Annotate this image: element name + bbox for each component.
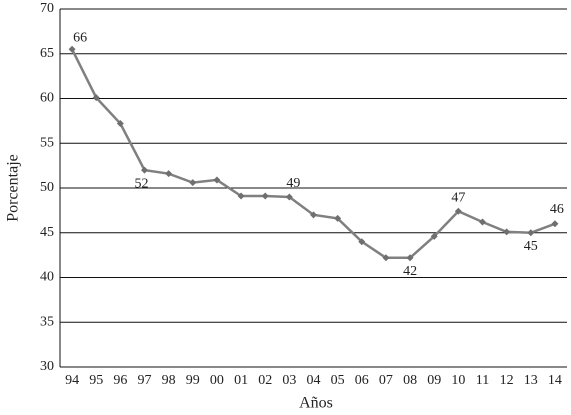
data-point	[141, 166, 148, 174]
y-tick-label: 45	[40, 225, 54, 240]
data-point	[430, 232, 438, 240]
y-tick-label: 60	[40, 91, 54, 106]
x-tick-label: 12	[500, 373, 514, 388]
x-tick-label: 13	[524, 373, 538, 388]
data-label: 45	[524, 239, 538, 254]
x-tick-label: 06	[355, 373, 369, 388]
data-point	[382, 254, 390, 262]
data-point	[479, 218, 486, 226]
x-tick-label: 08	[403, 373, 417, 388]
data-label: 52	[135, 176, 149, 191]
x-tick-label: 95	[89, 373, 103, 388]
x-tick-label: 01	[234, 373, 248, 388]
y-tick-label: 70	[40, 1, 54, 16]
data-point	[92, 94, 100, 102]
x-axis-label: Años	[299, 395, 333, 412]
data-point	[334, 214, 342, 222]
x-tick-label: 10	[451, 373, 465, 388]
x-tick-label: 00	[210, 373, 224, 388]
x-tick-label: 09	[427, 373, 441, 388]
x-tick-label: 11	[476, 373, 489, 388]
y-tick-label: 50	[40, 180, 54, 195]
data-point	[454, 207, 462, 215]
x-tick-label: 02	[258, 373, 272, 388]
data-point	[68, 45, 76, 53]
data-label: 66	[73, 30, 87, 45]
data-label: 49	[286, 176, 300, 191]
y-tick-label: 65	[40, 46, 54, 61]
data-point	[527, 229, 535, 237]
data-point	[551, 220, 559, 228]
data-point	[261, 192, 269, 200]
data-label: 46	[550, 202, 564, 217]
x-tick-label: 94	[65, 373, 79, 388]
x-tick-label: 04	[307, 373, 321, 388]
x-tick-label: 98	[162, 373, 176, 388]
data-point	[503, 228, 511, 236]
data-point	[213, 176, 221, 184]
x-tick-label: 03	[282, 373, 296, 388]
data-point	[237, 192, 245, 200]
data-point	[406, 254, 414, 262]
data-point	[189, 179, 197, 187]
data-label: 42	[403, 264, 417, 279]
data-label: 47	[451, 190, 465, 205]
x-tick-label: 05	[331, 373, 345, 388]
x-tick-label: 99	[186, 373, 200, 388]
data-line	[70, 48, 556, 260]
y-axis-label: Porcentaje	[5, 154, 22, 222]
x-tick-label: 07	[379, 373, 393, 388]
data-point	[116, 120, 124, 128]
data-point	[165, 170, 173, 178]
y-tick-label: 30	[40, 359, 54, 374]
x-tick-label: 96	[113, 373, 127, 388]
x-tick-label: 97	[138, 373, 152, 388]
y-tick-label: 55	[40, 135, 54, 150]
y-tick-label: 35	[40, 314, 54, 329]
y-tick-label: 40	[40, 270, 54, 285]
x-tick-label: 14	[548, 373, 562, 388]
data-point	[358, 238, 366, 246]
data-point	[285, 193, 293, 201]
data-point	[310, 211, 317, 219]
